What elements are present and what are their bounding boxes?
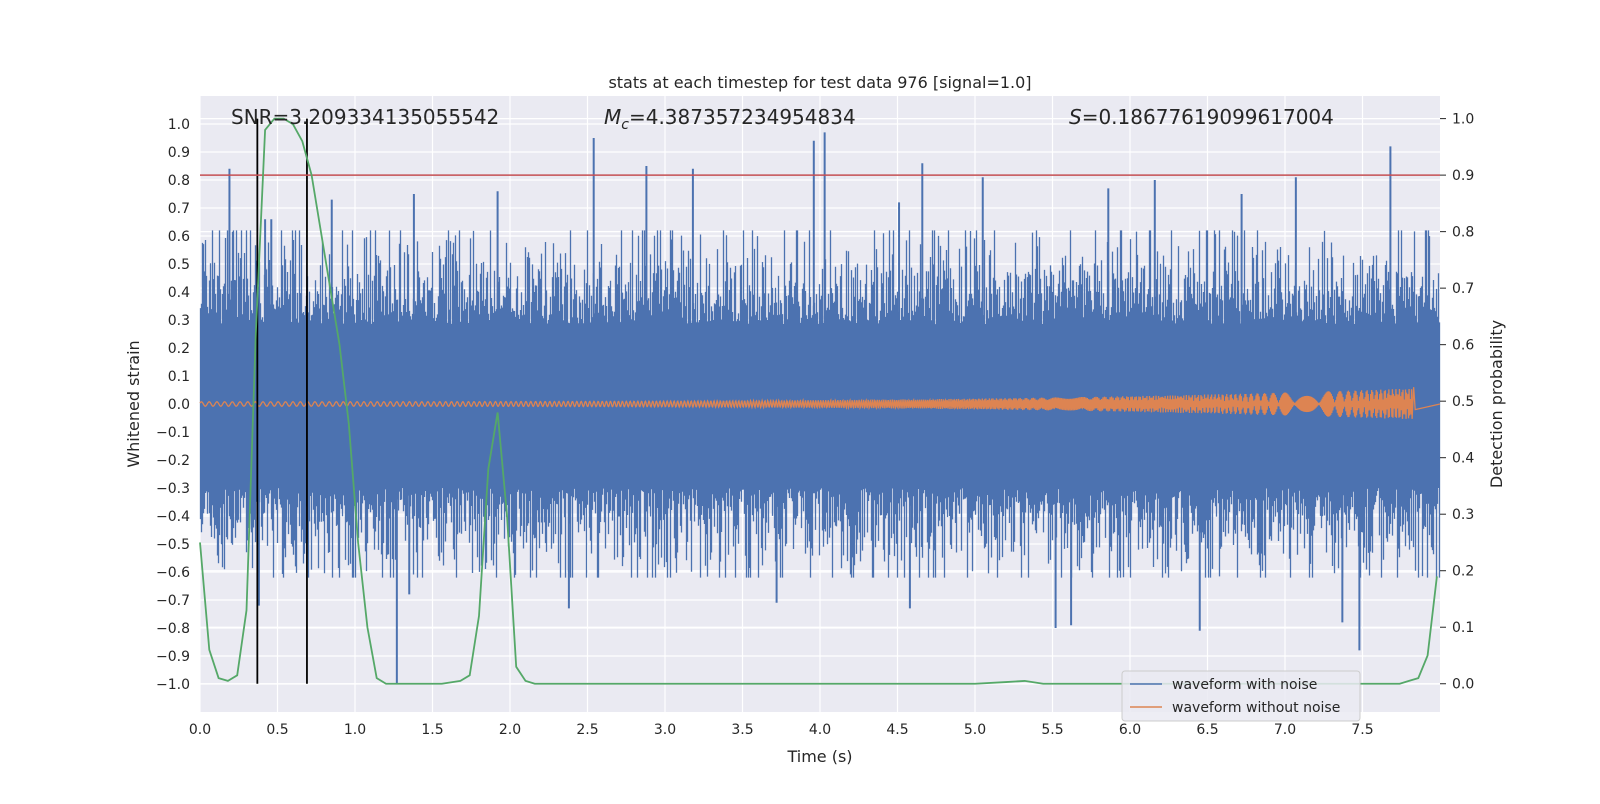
probability-layer [199,117,1438,685]
y-tick-label: −0.4 [156,509,190,525]
x-tick-label: 7.5 [1351,722,1373,738]
y-tick-label: 0.1 [168,369,190,385]
x-tick-label: 1.0 [344,722,366,738]
x-tick-label: 4.5 [886,722,908,738]
y-tick-label: −0.6 [156,565,190,581]
x-tick-label: 4.0 [809,722,831,738]
chirp-mass-symbol: M [604,105,621,129]
x-tick-label: 2.5 [576,722,598,738]
x-axis-label: Time (s) [786,747,852,766]
x-tick-label: 7.0 [1274,722,1296,738]
legend-label-clean: waveform without noise [1172,700,1340,716]
y-tick-label: 0.9 [168,145,190,161]
legend-box [1121,670,1361,722]
y-tick-label: 0.2 [168,341,190,357]
probability-line [199,117,1438,685]
chart-title: stats at each timestep for test data 976… [608,73,1031,92]
clean-waveform-line [199,387,1441,419]
x-tick-label: 2.0 [499,722,521,738]
y-right-tick-label: 0.7 [1452,281,1474,297]
x-tick-label: 0.0 [189,722,211,738]
chirp-mass-annotation: Mc=4.387357234954834 [604,105,856,133]
y-tick-label: −0.7 [156,593,190,609]
x-tick-label: 6.0 [1119,722,1141,738]
s-annotation: S=0.18677619099617004 [1069,105,1334,129]
x-tick-label: 3.0 [654,722,676,738]
y-right-tick-label: 0.5 [1452,394,1474,410]
y-tick-label: 1.0 [168,117,190,133]
x-tick-label: 0.5 [266,722,288,738]
x-tick-label: 3.5 [731,722,753,738]
legend-label-noisy: waveform with noise [1172,677,1317,693]
y-tick-label: 0.7 [168,201,190,217]
y-tick-label: 0.6 [168,229,190,245]
y-right-tick-label: 0.8 [1452,225,1474,241]
noisy-waveform-layer [199,132,1441,684]
y-tick-label: 0.5 [168,257,190,273]
y-right-axis-label: Detection probability [1487,320,1506,488]
snr-annotation: SNR=3.209334135055542 [231,105,499,129]
x-tick-label: 6.5 [1196,722,1218,738]
y-tick-label: 0.3 [168,313,190,329]
y-tick-label: 0.8 [168,173,190,189]
s-symbol: S [1069,105,1082,129]
y-right-tick-label: 0.6 [1452,338,1474,354]
s-value: =0.18677619099617004 [1082,105,1334,129]
clean-waveform-layer [199,387,1441,419]
y-tick-label: −0.2 [156,453,190,469]
x-tick-label: 5.0 [964,722,986,738]
chirp-mass-value: =4.387357234954834 [629,105,856,129]
x-tick-label: 5.5 [1041,722,1063,738]
tick-layer: 0.0 0.5 1.0 1.5 2.0 2.5 3.0 3.5 4.0 4.5 5.0 5.5 6.0 6… [156,112,1474,738]
y-right-tick-label: 0.9 [1452,168,1474,184]
y-right-tick-label: 0.1 [1452,620,1474,636]
marker-layer [200,118,1440,684]
chirp-mass-subscript: c [621,117,629,133]
y-tick-label: −0.8 [156,621,190,637]
y-tick-label: 0.0 [168,397,190,413]
y-right-tick-label: 1.0 [1452,112,1474,128]
x-tick-label: 1.5 [421,722,443,738]
y-tick-label: −0.3 [156,481,190,497]
y-right-tick-label: 0.4 [1452,451,1474,467]
y-right-tick-label: 0.3 [1452,507,1474,523]
y-tick-label: −1.0 [156,677,190,693]
y-tick-label: 0.4 [168,285,190,301]
y-tick-label: −0.1 [156,425,190,441]
y-tick-label: −0.9 [156,649,190,665]
y-axis-label: Whitened strain [124,340,143,467]
y-right-tick-label: 0.0 [1452,677,1474,693]
legend: waveform with noise waveform without noi… [1121,670,1361,722]
y-tick-label: −0.5 [156,537,190,553]
y-right-tick-label: 0.2 [1452,564,1474,580]
